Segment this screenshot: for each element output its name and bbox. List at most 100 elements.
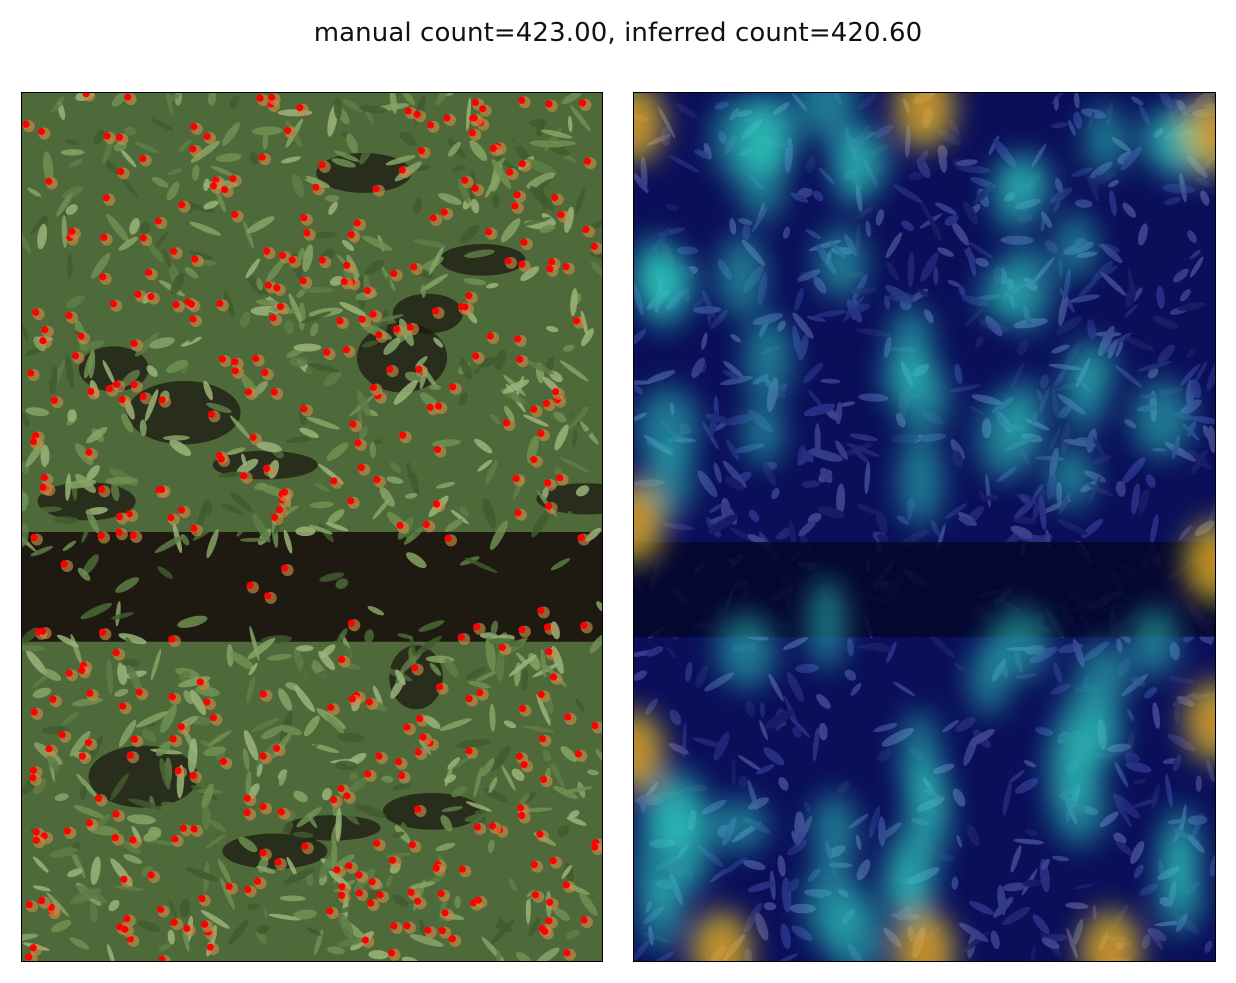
- annotation-dot: [368, 878, 376, 886]
- annotation-dot: [538, 735, 547, 743]
- annotation-dot: [392, 325, 400, 333]
- annotation-dot: [100, 233, 108, 242]
- annotation-dot: [274, 858, 282, 866]
- annotation-dot: [438, 927, 446, 935]
- annotation-dot: [124, 93, 132, 101]
- annotation-dot: [340, 277, 348, 286]
- annotation-dot: [157, 905, 165, 914]
- annotation-dot: [357, 464, 365, 472]
- annotation-dot: [139, 234, 147, 242]
- annotation-dot: [218, 355, 226, 363]
- annotation-dot: [376, 891, 384, 899]
- annotation-dot: [530, 861, 538, 869]
- annotation-dot: [168, 693, 176, 701]
- annotation-dot: [514, 335, 522, 343]
- annotation-dot: [435, 683, 444, 691]
- annotation-dot: [231, 367, 239, 375]
- annotation-dot: [415, 365, 423, 373]
- annotation-dot: [32, 836, 40, 844]
- annotated-photo-image: [22, 93, 602, 961]
- annotation-dot: [348, 695, 356, 703]
- annotation-dot: [111, 833, 119, 842]
- annotation-dot: [398, 166, 406, 174]
- annotation-dot: [470, 114, 478, 122]
- annotation-dot: [261, 368, 269, 377]
- annotation-dot: [449, 383, 457, 391]
- annotation-dot: [270, 513, 279, 522]
- annotation-dot: [39, 337, 47, 345]
- annotation-dot: [58, 731, 66, 739]
- annotation-dot: [243, 808, 251, 817]
- annotation-dot: [591, 721, 599, 730]
- annotation-dot: [343, 792, 351, 800]
- annotation-dot: [375, 752, 383, 760]
- density-heatmap-image: [634, 93, 1215, 961]
- annotation-dot: [198, 894, 206, 903]
- annotation-dot: [300, 405, 308, 413]
- annotation-dot: [472, 352, 480, 360]
- annotation-dot: [240, 472, 248, 480]
- annotation-dot: [154, 217, 162, 225]
- annotation-dot: [358, 315, 366, 323]
- annotation-dot: [139, 154, 147, 163]
- annotation-dot: [206, 943, 214, 951]
- annotation-dot: [78, 666, 86, 674]
- annotation-dot: [537, 690, 545, 699]
- annotation-dot: [29, 766, 38, 774]
- annotation-dot: [580, 621, 588, 629]
- annotation-dot: [432, 864, 440, 872]
- annotation-dot: [372, 185, 380, 193]
- annotation-dot: [432, 500, 441, 508]
- annotation-dot: [207, 410, 216, 418]
- annotation-dot: [189, 315, 197, 323]
- annotation-dot: [474, 896, 482, 904]
- annotation-dot: [338, 883, 346, 891]
- annotation-dot: [355, 889, 363, 897]
- annotation-dot: [145, 268, 153, 276]
- annotation-dot: [563, 949, 571, 957]
- annotation-dot: [572, 317, 581, 325]
- annotation-dot: [78, 752, 86, 760]
- annotation-dot: [556, 474, 564, 482]
- annotation-dot: [433, 445, 442, 454]
- annotation-dot: [244, 388, 253, 396]
- annotation-dot: [411, 663, 419, 672]
- annotation-dot: [583, 157, 592, 165]
- annotation-dot: [29, 944, 37, 952]
- annotation-dot: [373, 476, 381, 484]
- annotation-dot: [190, 825, 198, 833]
- annotation-dot: [504, 257, 512, 265]
- annotation-dot: [45, 177, 53, 185]
- annotation-dot: [518, 260, 526, 268]
- annotation-dot: [97, 485, 106, 493]
- annotation-dot: [461, 303, 469, 311]
- annotation-dot: [431, 307, 440, 315]
- annotation-dot: [516, 804, 525, 812]
- annotation-dot: [518, 704, 527, 713]
- annotation-dot: [580, 916, 588, 924]
- annotation-dot: [171, 835, 179, 843]
- annotation-dot: [541, 927, 549, 936]
- annotation-dot: [134, 290, 142, 298]
- annotation-dot: [390, 269, 398, 278]
- annotation-dot: [458, 865, 466, 873]
- annotation-dot: [109, 300, 117, 308]
- annotation-dot: [112, 380, 120, 388]
- annotation-dot: [514, 509, 522, 517]
- annotation-dot: [147, 292, 155, 301]
- annotation-dot: [424, 926, 432, 934]
- annotation-dot: [388, 856, 397, 864]
- annotation-dot: [187, 300, 196, 308]
- annotation-dot: [85, 448, 93, 456]
- annotation-dot: [545, 100, 553, 108]
- annotation-dot: [170, 247, 178, 255]
- annotation-dot: [27, 369, 35, 377]
- annotation-dot: [511, 202, 519, 210]
- annotation-dot: [209, 182, 218, 190]
- annotation-dot: [429, 214, 437, 222]
- annotation-dot: [112, 649, 120, 657]
- annotated-photo-panel: [21, 92, 603, 962]
- annotation-dot: [262, 464, 271, 473]
- annotation-dot: [115, 513, 123, 521]
- annotation-dot: [333, 866, 341, 874]
